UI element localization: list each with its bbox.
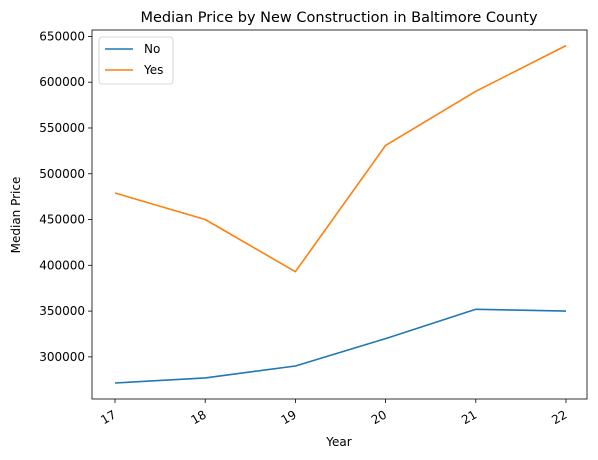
y-tick-label: 650000 <box>39 29 85 43</box>
series-line-no <box>114 308 567 384</box>
y-tick-label: 550000 <box>39 121 85 135</box>
y-tick-label: 400000 <box>39 258 85 272</box>
y-tick-label: 300000 <box>39 350 85 364</box>
legend: No Yes <box>98 36 174 85</box>
y-axis-ticks: 300000 350000 400000 450000 500000 550000 6000… <box>39 29 92 364</box>
series-line-yes <box>114 44 567 273</box>
legend-label-no: No <box>144 42 160 56</box>
y-tick-label: 600000 <box>39 75 85 89</box>
y-axis-label: Median Price <box>9 177 23 254</box>
plot-area <box>91 29 588 400</box>
plot-frame <box>91 29 588 400</box>
x-tick-label: 21 <box>459 407 479 427</box>
x-tick-label: 20 <box>369 407 389 427</box>
x-axis-label: Year <box>325 435 351 449</box>
x-tick-label: 18 <box>188 407 208 427</box>
chart-title: Median Price by New Construction in Balt… <box>140 10 538 26</box>
y-tick-label: 450000 <box>39 213 85 227</box>
legend-label-yes: Yes <box>143 63 163 77</box>
x-tick-label: 19 <box>279 407 299 427</box>
y-tick-label: 500000 <box>39 167 85 181</box>
y-tick-label: 350000 <box>39 304 85 318</box>
x-tick-label: 17 <box>98 407 118 427</box>
x-axis-ticks: 17 18 19 20 21 22 <box>98 399 570 427</box>
x-tick-label: 22 <box>549 407 569 427</box>
